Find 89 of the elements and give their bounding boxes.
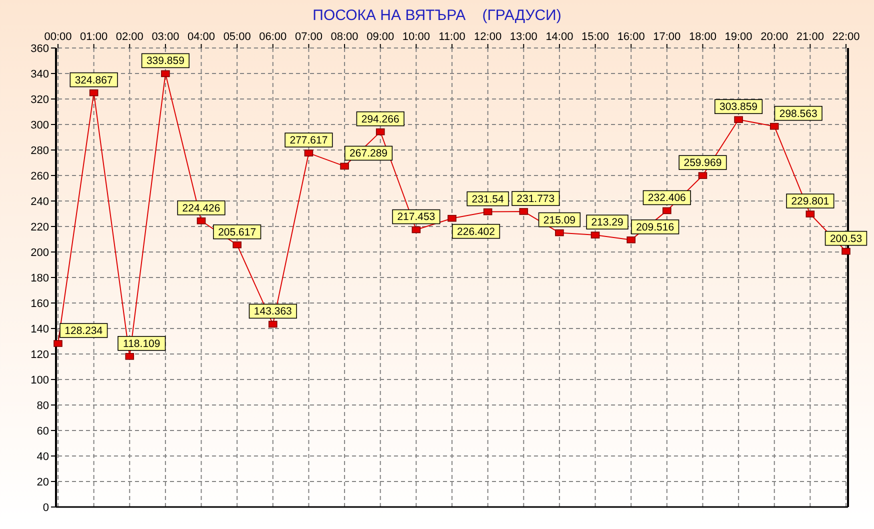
y-tick-label: 100 <box>30 374 49 386</box>
data-label: 213.29 <box>591 216 624 229</box>
point <box>340 162 349 170</box>
data-label: 229.801 <box>791 196 830 208</box>
point <box>412 226 421 234</box>
y-tick-label: 340 <box>30 68 49 80</box>
data-label: 215.09 <box>543 214 576 226</box>
x-tick-label: 00:00 <box>44 31 72 43</box>
y-tick-label: 40 <box>36 451 49 463</box>
x-tick-label: 11:00 <box>438 31 466 43</box>
data-label: 324.867 <box>74 74 113 86</box>
point <box>734 116 743 123</box>
point <box>842 248 850 255</box>
x-tick-label: 14:00 <box>546 31 574 43</box>
point <box>698 172 708 179</box>
data-label: 303.859 <box>720 101 758 114</box>
y-tick-label: 240 <box>30 196 49 208</box>
x-tick-label: 08:00 <box>330 31 358 43</box>
chart-title: ПОСОКА НА ВЯТЪРА (ГРАДУСИ) <box>312 7 562 24</box>
x-tick-label: 13:00 <box>510 31 538 43</box>
data-label: 231.54 <box>472 193 504 206</box>
x-tick-label: 18:00 <box>688 31 716 43</box>
point <box>376 128 385 136</box>
x-tick-label: 20:00 <box>760 31 788 43</box>
data-label: 267.289 <box>350 148 388 160</box>
x-tick-label: 06:00 <box>259 31 287 43</box>
point <box>806 210 815 218</box>
x-tick-label: 03:00 <box>152 31 180 43</box>
data-label: 259.969 <box>684 157 722 170</box>
point <box>770 122 779 130</box>
y-tick-label: 300 <box>30 120 49 132</box>
data-label: 205.617 <box>218 226 256 238</box>
y-tick-label: 180 <box>30 272 49 284</box>
point <box>161 70 170 78</box>
point <box>268 320 278 328</box>
point <box>590 232 600 238</box>
x-tick-label: 17:00 <box>653 31 681 43</box>
data-label: 298.563 <box>779 108 818 120</box>
data-label: 128.234 <box>64 325 103 337</box>
y-tick-label: 120 <box>30 349 49 361</box>
x-tick-label: 02:00 <box>116 31 144 43</box>
x-tick-label: 05:00 <box>223 31 251 43</box>
x-tick-label: 22:00 <box>832 31 860 43</box>
y-tick-label: 80 <box>36 400 49 412</box>
point <box>304 150 314 156</box>
data-label: 200.53 <box>830 232 862 245</box>
y-tick-label: 220 <box>30 222 49 234</box>
data-label: 339.859 <box>146 55 185 68</box>
data-label: 217.453 <box>397 211 436 224</box>
data-label: 226.402 <box>457 226 496 238</box>
x-tick-label: 07:00 <box>294 31 322 43</box>
data-label: 118.109 <box>123 338 160 350</box>
x-tick-label: 09:00 <box>366 31 394 43</box>
y-tick-label: 360 <box>30 43 49 55</box>
x-tick-label: 10:00 <box>402 31 430 43</box>
point <box>232 241 242 248</box>
y-tick-label: 0 <box>42 502 49 514</box>
data-label: 232.406 <box>648 192 686 204</box>
y-tick-label: 260 <box>30 170 49 182</box>
data-label: 209.516 <box>636 221 674 234</box>
point <box>662 207 672 214</box>
x-tick-label: 19:00 <box>724 31 752 43</box>
x-tick-label: 16:00 <box>617 31 645 43</box>
x-tick-label: 21:00 <box>796 31 824 43</box>
point <box>196 217 206 224</box>
point <box>89 89 98 96</box>
y-tick-label: 140 <box>30 324 49 336</box>
y-tick-label: 160 <box>30 298 49 310</box>
point <box>448 214 456 222</box>
y-tick-label: 200 <box>30 247 49 259</box>
data-label: 224.426 <box>182 202 220 214</box>
point <box>519 208 528 215</box>
data-label: 143.363 <box>254 306 292 318</box>
data-label: 231.773 <box>516 192 555 205</box>
x-tick-label: 12:00 <box>474 31 502 43</box>
y-tick-label: 320 <box>30 94 49 106</box>
point <box>483 208 492 216</box>
y-tick-label: 20 <box>36 476 49 488</box>
y-tick-label: 280 <box>30 145 49 157</box>
data-label: 294.266 <box>361 113 400 126</box>
point <box>54 340 62 347</box>
data-label: 277.617 <box>290 134 328 147</box>
x-tick-label: 15:00 <box>582 31 610 43</box>
point <box>125 353 134 360</box>
point <box>626 236 636 244</box>
point <box>555 229 564 236</box>
y-tick-label: 60 <box>36 426 49 438</box>
x-tick-label: 01:00 <box>80 31 108 43</box>
x-tick-label: 04:00 <box>188 31 216 43</box>
